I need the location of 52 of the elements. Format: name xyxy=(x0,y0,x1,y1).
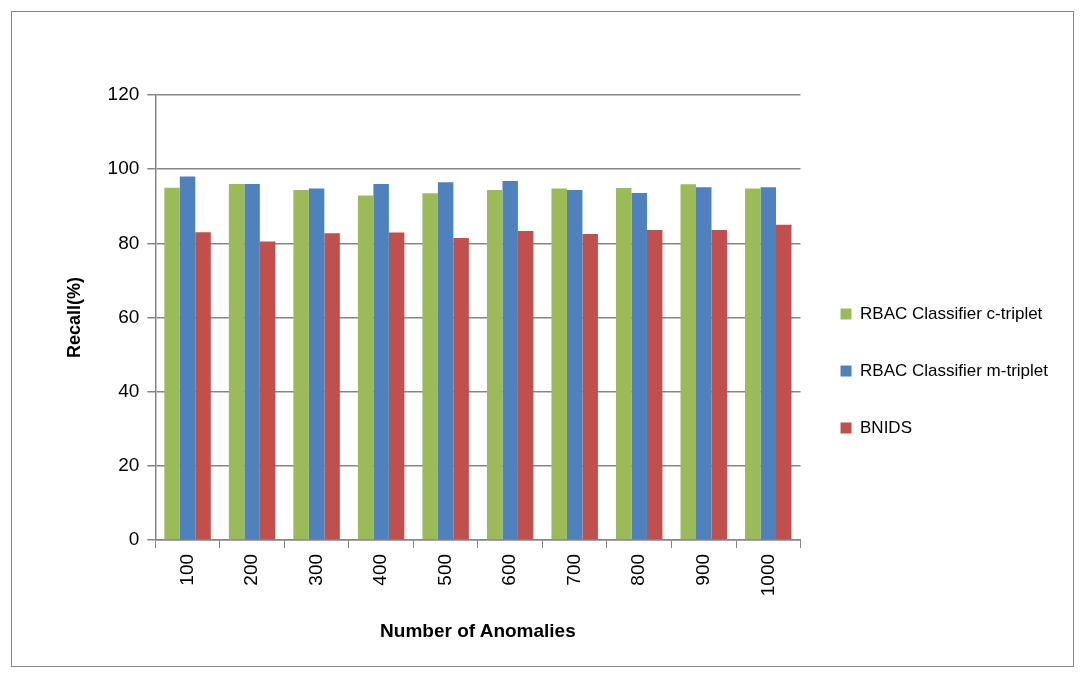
bar xyxy=(696,187,712,540)
bar xyxy=(244,183,260,540)
y-tick-label: 40 xyxy=(118,379,140,401)
bar xyxy=(517,231,534,540)
y-tick-label: 20 xyxy=(118,454,140,476)
x-tick-label: 300 xyxy=(304,553,326,586)
bar xyxy=(228,183,245,540)
bar xyxy=(437,182,454,540)
bar xyxy=(502,181,518,540)
x-tick-label: 800 xyxy=(627,553,649,586)
bar xyxy=(259,241,276,540)
bar xyxy=(646,229,663,540)
bar xyxy=(776,224,792,540)
bar xyxy=(324,233,340,540)
x-tick-label: 500 xyxy=(433,553,455,586)
y-tick-label: 100 xyxy=(107,157,140,179)
bar xyxy=(566,189,583,540)
legend-label: RBAC Classifier c-triplet xyxy=(860,303,1043,323)
bar xyxy=(179,176,196,540)
bar xyxy=(308,188,325,540)
legend-label: RBAC Classifier m-triplet xyxy=(860,360,1049,380)
bar xyxy=(631,192,647,540)
bar xyxy=(551,188,567,540)
y-tick-label: 0 xyxy=(128,528,140,550)
bar xyxy=(760,187,777,540)
bar xyxy=(615,188,632,540)
x-tick-label: 200 xyxy=(240,553,262,586)
bar xyxy=(357,195,374,540)
bar xyxy=(745,188,761,540)
bar xyxy=(373,183,389,540)
bar xyxy=(293,189,309,540)
y-tick-label: 80 xyxy=(118,231,140,253)
x-tick-label: 400 xyxy=(369,553,391,586)
y-tick-label: 60 xyxy=(118,305,140,327)
bar xyxy=(486,189,503,540)
bar xyxy=(388,232,405,540)
x-tick-label: 900 xyxy=(691,553,713,586)
bar xyxy=(711,229,727,540)
bar xyxy=(422,193,438,540)
bar xyxy=(164,187,180,540)
x-tick-label: 600 xyxy=(498,553,520,586)
x-tick-label: 700 xyxy=(562,553,584,586)
bar xyxy=(453,238,469,540)
x-tick-label: 100 xyxy=(175,553,197,586)
y-axis-title: Recall(%) xyxy=(63,276,84,358)
legend-label: BNIDS xyxy=(860,417,912,437)
bar xyxy=(582,234,598,540)
x-axis-title: Number of Anomalies xyxy=(380,619,576,641)
bar xyxy=(195,232,211,540)
y-tick-label: 120 xyxy=(107,83,140,105)
x-tick-label: 1000 xyxy=(756,553,778,597)
bar xyxy=(680,184,696,540)
